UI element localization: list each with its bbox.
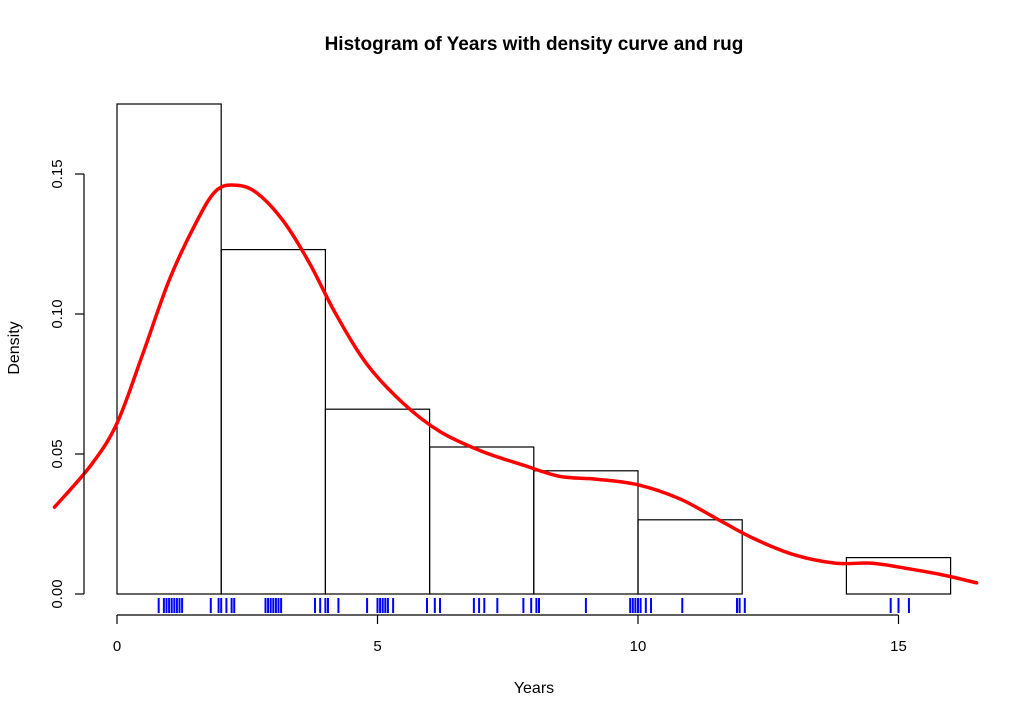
chart-title: Histogram of Years with density curve an… [325, 34, 744, 55]
density-curve-layer [52, 183, 979, 585]
x-tick-label: 10 [630, 638, 647, 655]
histogram-bars [116, 103, 952, 595]
histogram-bar [429, 446, 535, 595]
rug-marks [157, 598, 910, 613]
y-tick-label: 0.15 [49, 159, 66, 188]
y-tick-label: 0.10 [49, 299, 66, 328]
x-axis: 0 5 10 15 [113, 614, 907, 655]
histogram-bar [533, 470, 639, 595]
y-tick-label: 0.00 [49, 579, 66, 608]
y-tick-label: 0.05 [49, 439, 66, 468]
histogram-bar [116, 103, 222, 595]
histogram-bar [220, 249, 326, 595]
x-axis-label: Years [514, 680, 554, 697]
x-tick-label: 5 [373, 638, 381, 655]
y-axis-label: Density [6, 321, 23, 374]
density-curve [52, 183, 979, 585]
histogram-bar [637, 519, 743, 595]
x-tick-label: 0 [113, 638, 121, 655]
x-tick-label: 15 [890, 638, 907, 655]
histogram-bar [324, 408, 431, 595]
y-axis: 0.00 0.05 0.10 0.15 [49, 159, 85, 609]
